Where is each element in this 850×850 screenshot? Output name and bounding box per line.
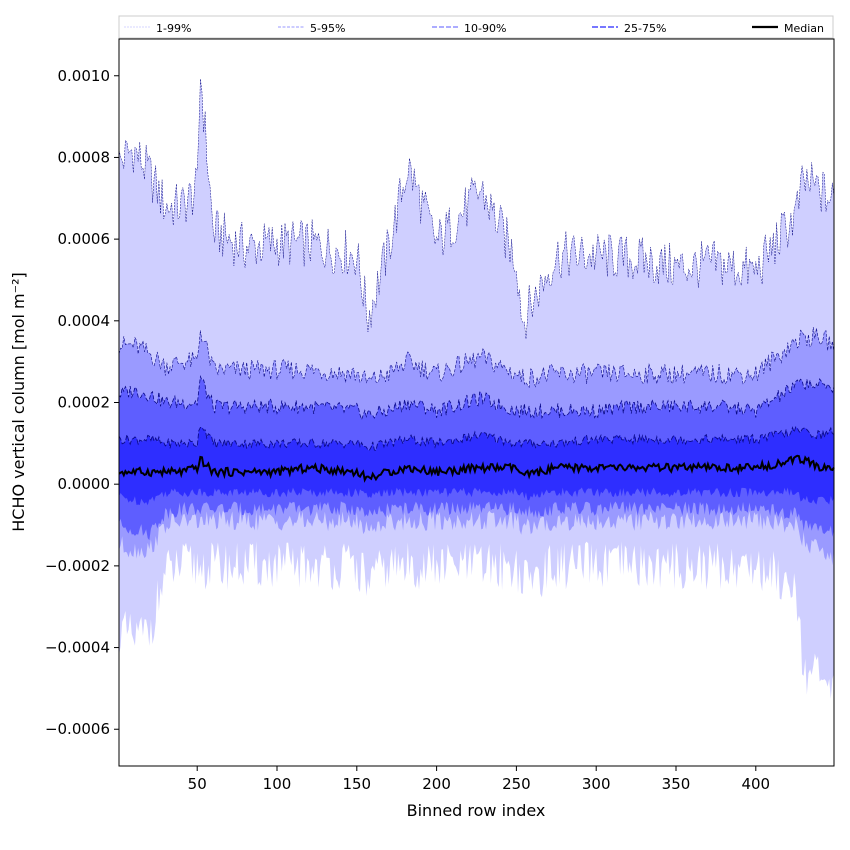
legend-label: Median bbox=[784, 22, 824, 35]
x-tick-label: 350 bbox=[662, 775, 691, 793]
legend: 1-99% 5-95% 10-90% 25-75% Median bbox=[118, 15, 834, 39]
line-upper-25-75% bbox=[118, 426, 835, 451]
median-line bbox=[118, 454, 835, 483]
x-tick-label: 400 bbox=[741, 775, 770, 793]
x-tick-label: 300 bbox=[582, 775, 611, 793]
y-tick-label: 0.0002 bbox=[58, 394, 111, 412]
line-group bbox=[118, 78, 835, 483]
x-tick-label: 200 bbox=[422, 775, 451, 793]
legend-label: 5-95% bbox=[310, 22, 345, 35]
y-tick-label: −0.0002 bbox=[45, 557, 110, 575]
band-group bbox=[119, 78, 834, 699]
y-tick-label: 0.0000 bbox=[58, 475, 111, 493]
line-upper-1-99% bbox=[118, 78, 835, 340]
y-axis: −0.0006 −0.0004 −0.0002 0.0000 0.0002 0.0004 0… bbox=[45, 67, 119, 738]
y-tick-label: 0.0008 bbox=[58, 148, 111, 166]
x-tick-label: 50 bbox=[188, 775, 207, 793]
y-tick-label: 0.0010 bbox=[58, 67, 111, 85]
legend-label: 25-75% bbox=[624, 22, 666, 35]
legend-label: 10-90% bbox=[464, 22, 506, 35]
legend-box bbox=[118, 15, 834, 39]
y-tick-label: −0.0006 bbox=[45, 720, 110, 738]
x-tick-label: 150 bbox=[342, 775, 371, 793]
x-axis-label: Binned row index bbox=[407, 801, 546, 820]
y-tick-label: 0.0004 bbox=[58, 312, 111, 330]
line-upper-5-95% bbox=[118, 327, 835, 389]
x-tick-label: 250 bbox=[502, 775, 531, 793]
legend-label: 1-99% bbox=[156, 22, 191, 35]
x-tick-label: 100 bbox=[263, 775, 292, 793]
x-axis: 50 100 150 200 250 300 350 400 bbox=[188, 766, 770, 793]
y-tick-label: 0.0006 bbox=[58, 230, 111, 248]
line-upper-10-90% bbox=[118, 374, 835, 421]
y-tick-label: −0.0004 bbox=[45, 639, 110, 657]
y-axis-label: HCHO vertical column [mol m⁻²] bbox=[9, 272, 28, 531]
